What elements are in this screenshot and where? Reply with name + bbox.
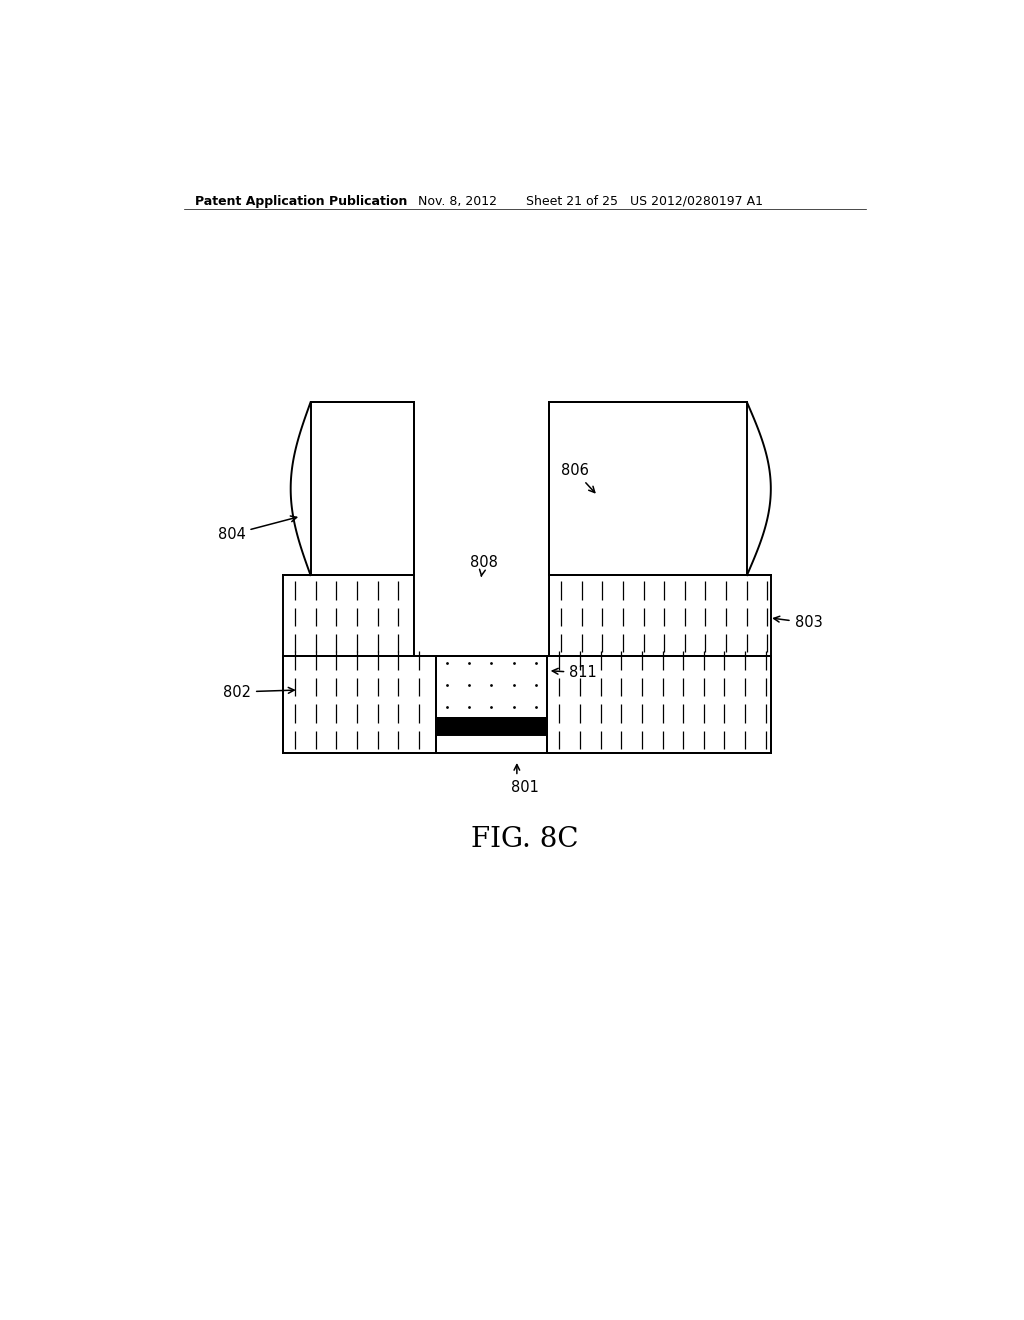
Bar <box>549 576 771 656</box>
Text: 802: 802 <box>223 685 294 700</box>
Bar <box>436 718 547 735</box>
Bar <box>414 576 549 656</box>
Text: 808: 808 <box>470 556 498 576</box>
Bar <box>436 735 547 752</box>
Text: 804: 804 <box>217 516 297 543</box>
Bar <box>310 403 414 576</box>
Text: 811: 811 <box>552 665 597 680</box>
Text: 803: 803 <box>774 615 822 631</box>
Text: 801: 801 <box>511 780 539 796</box>
Bar <box>283 656 436 752</box>
Text: 806: 806 <box>560 463 595 492</box>
Text: US 2012/0280197 A1: US 2012/0280197 A1 <box>631 195 763 209</box>
Bar <box>283 576 414 656</box>
Text: Patent Application Publication: Patent Application Publication <box>196 195 408 209</box>
Bar <box>549 403 748 576</box>
Text: Sheet 21 of 25: Sheet 21 of 25 <box>526 195 618 209</box>
Text: FIG. 8C: FIG. 8C <box>471 826 579 853</box>
Text: Nov. 8, 2012: Nov. 8, 2012 <box>418 195 497 209</box>
Bar <box>436 656 547 718</box>
Bar <box>547 656 771 752</box>
